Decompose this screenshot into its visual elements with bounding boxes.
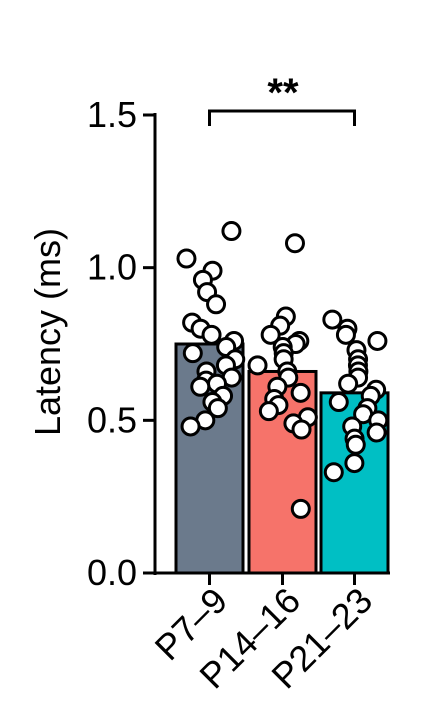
data-point [182,343,203,364]
data-point [344,453,365,474]
data-point [190,376,211,397]
data-point [260,324,281,345]
data-point [247,355,268,376]
data-point [366,422,387,443]
y-tick-label: 0.5 [87,399,137,440]
significance-label: ** [267,71,299,115]
data-point [367,330,388,351]
data-point [322,309,343,330]
data-point [207,398,228,419]
data-point [345,434,366,455]
data-point [206,294,227,315]
data-point [338,373,359,394]
data-point [176,248,197,269]
y-tick-label: 0.0 [87,552,137,593]
data-point [221,221,242,242]
data-point [335,324,356,345]
data-point [290,498,311,519]
data-point [323,462,344,483]
data-point [201,324,222,345]
significance-bracket [208,109,356,126]
data-point [290,382,311,403]
data-point [284,233,305,254]
data-point [258,401,279,422]
data-point [328,392,349,413]
y-axis-title: Latency (ms) [27,228,68,436]
data-point [291,419,312,440]
y-tick-label: 1.5 [87,94,137,135]
y-tick-label: 1.0 [87,247,137,288]
data-point [180,416,201,437]
